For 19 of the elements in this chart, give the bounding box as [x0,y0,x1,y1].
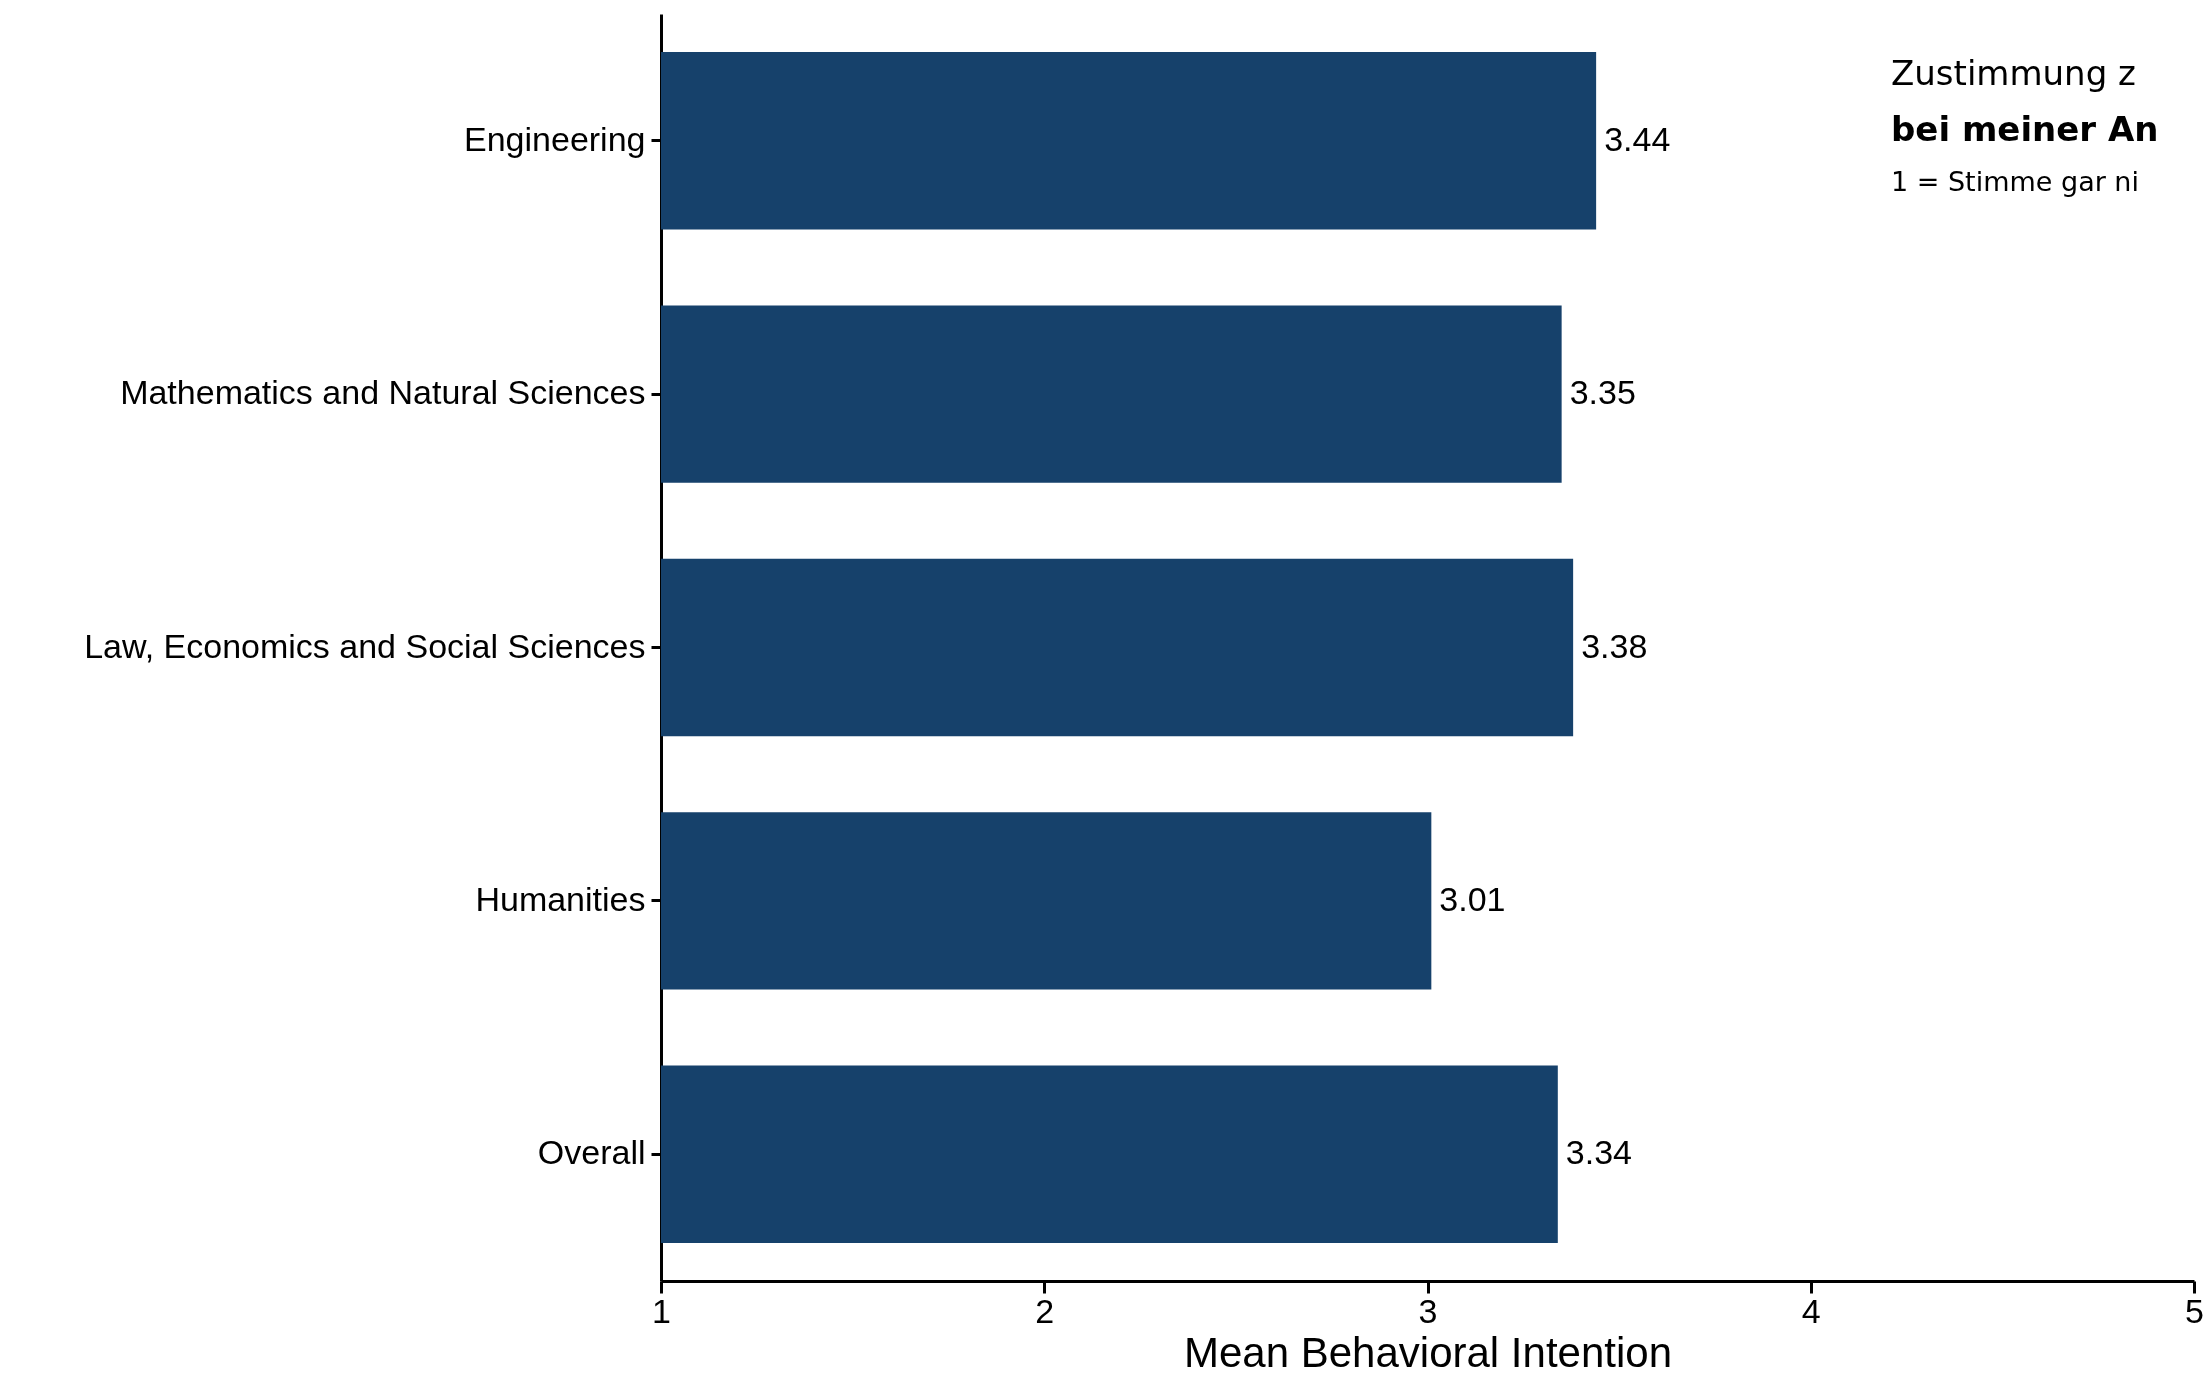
y-tick-label: Mathematics and Natural Sciences [120,373,646,412]
annotation: 1 = Stimme gar ni [1891,166,2139,197]
data-label: 3.01 [1439,879,1506,918]
y-tick-label: Humanities [475,879,646,918]
x-tick-label: 1 [652,1291,671,1330]
x-axis-title: Mean Behavioral Intention [1184,1328,1672,1376]
data-label: 3.44 [1604,119,1671,158]
annotation: bei meiner An [1891,109,2159,149]
data-label: 3.34 [1565,1133,1632,1172]
y-tick-label: Engineering [464,119,646,158]
data-label: 3.38 [1581,626,1648,665]
x-tick-label: 2 [1035,1291,1055,1330]
annotation: Zustimmung z [1891,53,2136,93]
data-label: 3.35 [1569,373,1636,412]
y-tick-label: Overall [537,1133,646,1172]
x-tick-label: 3 [1418,1291,1438,1330]
y-tick-label: Law, Economics and Social Sciences [84,626,646,665]
x-tick-label: 4 [1801,1291,1821,1330]
x-tick-label: 5 [2185,1291,2204,1330]
